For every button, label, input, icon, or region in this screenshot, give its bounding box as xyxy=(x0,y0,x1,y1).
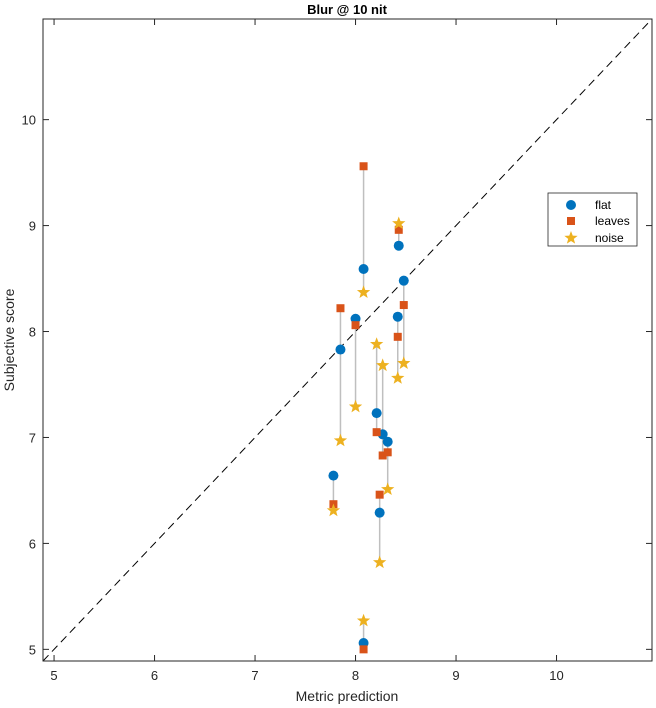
data-point-leaves xyxy=(393,332,402,341)
data-point-flat xyxy=(392,311,403,322)
data-point-noise xyxy=(376,358,390,372)
x-tick-label: 7 xyxy=(251,668,258,683)
legend-marker-leaves xyxy=(567,217,575,225)
data-point-leaves xyxy=(351,321,360,330)
data-point-noise xyxy=(381,482,395,496)
legend-label-leaves: leaves xyxy=(595,214,630,228)
x-axis-label: Metric prediction xyxy=(296,688,399,704)
data-point-leaves xyxy=(394,225,403,234)
data-point-flat xyxy=(335,344,346,355)
data-point-flat xyxy=(393,240,404,251)
x-tick-label: 9 xyxy=(452,668,459,683)
data-point-noise xyxy=(392,216,406,230)
y-axis-label: Subjective score xyxy=(1,288,17,391)
data-point-noise xyxy=(397,356,411,369)
x-tick-label: 5 xyxy=(50,668,57,683)
data-point-leaves xyxy=(375,490,384,499)
reference-diagonal-line xyxy=(42,18,653,662)
y-tick-label: 10 xyxy=(22,113,36,128)
data-point-leaves xyxy=(378,451,387,460)
y-tick-label: 8 xyxy=(29,325,36,340)
data-point-noise xyxy=(373,555,387,569)
data-point-noise xyxy=(391,371,405,384)
legend-label-flat: flat xyxy=(595,198,612,212)
y-tick-label: 7 xyxy=(29,430,36,445)
data-point-leaves xyxy=(359,645,368,654)
data-point-noise xyxy=(356,285,371,298)
axes-box xyxy=(42,18,653,662)
y-axis-ticks: 5 6 7 8 9 10 xyxy=(22,113,652,657)
data-point-noise xyxy=(333,433,348,447)
data-point-flat xyxy=(398,275,409,286)
data-point-flat xyxy=(358,264,369,275)
data-point-flat xyxy=(371,408,382,419)
legend-marker-noise xyxy=(564,231,578,244)
data-markers xyxy=(326,162,411,654)
x-tick-label: 6 xyxy=(151,668,158,683)
x-tick-label: 10 xyxy=(549,668,563,683)
x-axis-ticks: 5 6 7 8 9 10 xyxy=(50,19,564,683)
data-point-flat xyxy=(382,436,393,447)
connector-lines xyxy=(332,166,405,650)
data-point-noise xyxy=(326,503,341,517)
x-tick-label: 8 xyxy=(352,668,359,683)
data-point-leaves xyxy=(336,304,345,313)
data-point-leaves xyxy=(383,448,392,457)
y-tick-label: 5 xyxy=(29,642,36,657)
data-point-noise xyxy=(369,337,384,350)
y-tick-label: 6 xyxy=(29,536,36,551)
y-tick-label: 9 xyxy=(29,219,36,234)
data-point-noise xyxy=(348,399,363,413)
data-point-flat xyxy=(374,507,385,518)
chart-title: Blur @ 10 nit xyxy=(307,2,388,17)
data-point-flat xyxy=(328,470,339,481)
legend-label-noise: noise xyxy=(595,231,624,245)
data-point-leaves xyxy=(359,162,368,171)
data-point-leaves xyxy=(372,428,381,437)
legend-marker-flat xyxy=(566,200,576,210)
data-point-noise xyxy=(356,613,371,627)
data-point-leaves xyxy=(399,301,408,310)
legend-box xyxy=(547,192,638,247)
legend: flat leaves noise xyxy=(547,192,638,247)
